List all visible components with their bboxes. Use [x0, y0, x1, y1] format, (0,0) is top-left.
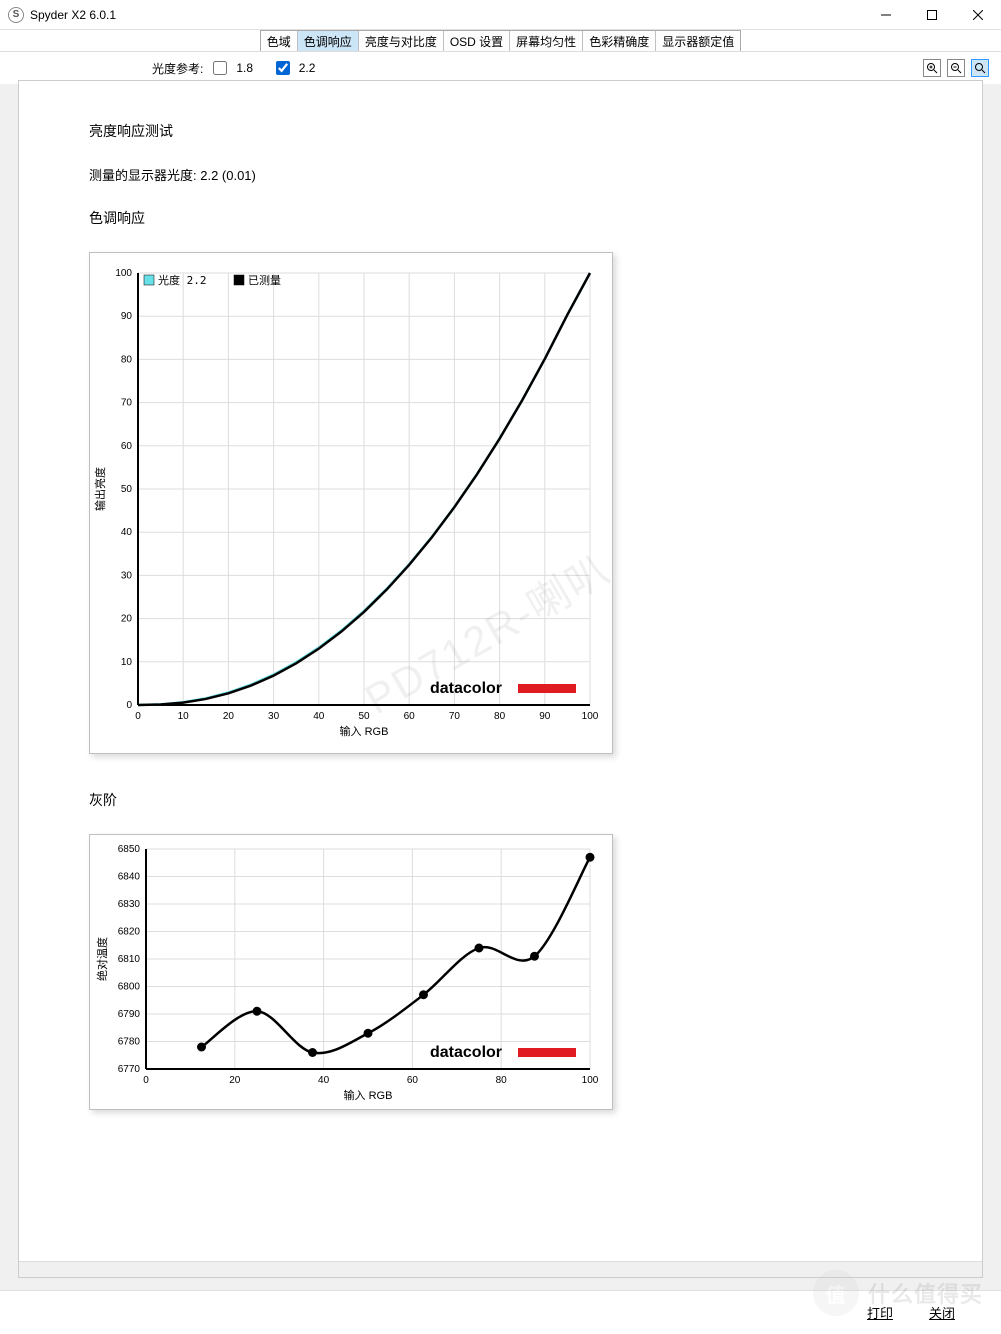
svg-text:6850: 6850: [118, 844, 141, 855]
svg-text:30: 30: [121, 570, 133, 581]
tab-6[interactable]: 显示器额定值: [656, 31, 740, 51]
svg-text:输入 RGB: 输入 RGB: [340, 724, 389, 738]
svg-text:6780: 6780: [118, 1037, 141, 1048]
svg-text:100: 100: [582, 711, 599, 722]
gamma-2-2-checkbox[interactable]: [276, 61, 290, 75]
tab-0[interactable]: 色域: [261, 31, 298, 51]
svg-text:80: 80: [496, 1075, 508, 1086]
horizontal-scrollbar[interactable]: [19, 1261, 982, 1277]
gamma-1-8-label: 1.8: [236, 61, 253, 75]
maximize-button[interactable]: [909, 0, 955, 30]
tab-5[interactable]: 色彩精确度: [583, 31, 656, 51]
svg-text:光度 2.2: 光度 2.2: [158, 273, 207, 287]
tabs: 色域色调响应亮度与对比度OSD 设置屏幕均匀性色彩精确度显示器额定值: [260, 30, 741, 51]
zoom-fit-button[interactable]: [971, 59, 989, 77]
window-controls: [863, 0, 1001, 30]
svg-text:datacolor: datacolor: [430, 1044, 502, 1061]
svg-text:10: 10: [178, 711, 190, 722]
report-page: 亮度响应测试 测量的显示器光度: 2.2 (0.01) 色调响应 0 10 20 30…: [19, 81, 982, 1186]
svg-text:输出亮度: 输出亮度: [93, 467, 107, 511]
minimize-button[interactable]: [863, 0, 909, 30]
svg-text:100: 100: [115, 268, 132, 279]
svg-text:datacolor: datacolor: [430, 680, 502, 697]
svg-text:6800: 6800: [118, 982, 141, 993]
svg-text:20: 20: [121, 614, 133, 625]
zoom-in-button[interactable]: [923, 59, 941, 77]
svg-text:90: 90: [121, 311, 133, 322]
svg-text:6840: 6840: [118, 872, 141, 883]
svg-text:0: 0: [143, 1075, 149, 1086]
tab-1[interactable]: 色调响应: [298, 31, 359, 51]
close-link-button[interactable]: 关闭: [923, 1302, 961, 1323]
svg-text:50: 50: [358, 711, 370, 722]
close-button[interactable]: [955, 0, 1001, 30]
heading-main: 亮度响应测试: [89, 121, 922, 141]
svg-text:100: 100: [582, 1075, 599, 1086]
svg-text:20: 20: [229, 1075, 241, 1086]
svg-text:90: 90: [539, 711, 551, 722]
svg-text:已测量: 已测量: [248, 274, 281, 287]
svg-text:70: 70: [449, 711, 461, 722]
gamma-2-2-label: 2.2: [299, 61, 316, 75]
tab-4[interactable]: 屏幕均匀性: [510, 31, 583, 51]
footer: 打印 关闭: [0, 1290, 1001, 1334]
titlebar: S Spyder X2 6.0.1: [0, 0, 1001, 30]
heading-chart1: 色调响应: [89, 208, 922, 228]
svg-text:60: 60: [407, 1075, 419, 1086]
svg-text:6770: 6770: [118, 1064, 141, 1075]
svg-text:6790: 6790: [118, 1009, 141, 1020]
svg-text:0: 0: [126, 700, 132, 711]
window-title: Spyder X2 6.0.1: [30, 8, 116, 22]
svg-text:60: 60: [121, 441, 133, 452]
tabs-row: 色域色调响应亮度与对比度OSD 设置屏幕均匀性色彩精确度显示器额定值: [0, 30, 1001, 52]
tab-2[interactable]: 亮度与对比度: [359, 31, 444, 51]
svg-text:10: 10: [121, 657, 133, 668]
svg-text:40: 40: [318, 1075, 330, 1086]
svg-text:50: 50: [121, 484, 133, 495]
tab-3[interactable]: OSD 设置: [444, 31, 510, 51]
measured-gamma-line: 测量的显示器光度: 2.2 (0.01): [89, 165, 922, 184]
svg-text:0: 0: [135, 711, 141, 722]
grayscale-chart: 0 20 40 60 80 100 6770 6780 6790 6800 6810 6820 6830…: [89, 834, 613, 1110]
gamma-ref-label: 光度参考:: [152, 60, 203, 77]
gamma-1-8-checkbox[interactable]: [213, 61, 227, 75]
content-area: 亮度响应测试 测量的显示器光度: 2.2 (0.01) 色调响应 0 10 20 30…: [18, 80, 983, 1278]
heading-chart2: 灰阶: [89, 790, 922, 810]
svg-text:6830: 6830: [118, 899, 141, 910]
svg-text:40: 40: [313, 711, 325, 722]
print-button[interactable]: 打印: [861, 1302, 899, 1323]
svg-text:80: 80: [494, 711, 506, 722]
svg-text:30: 30: [268, 711, 280, 722]
svg-text:6810: 6810: [118, 954, 141, 965]
tone-response-chart: 0 10 20 30 40 50 60 70 80 90 100 0 10 20 30 40 50 60 70 80 9…: [89, 252, 613, 754]
svg-text:6820: 6820: [118, 927, 141, 938]
svg-text:40: 40: [121, 527, 133, 538]
svg-text:60: 60: [404, 711, 416, 722]
svg-text:20: 20: [223, 711, 235, 722]
zoom-out-button[interactable]: [947, 59, 965, 77]
svg-text:80: 80: [121, 354, 133, 365]
svg-text:70: 70: [121, 398, 133, 409]
svg-text:输入 RGB: 输入 RGB: [344, 1088, 393, 1102]
app-icon: S: [8, 7, 24, 23]
svg-text:绝对温度: 绝对温度: [95, 937, 109, 981]
